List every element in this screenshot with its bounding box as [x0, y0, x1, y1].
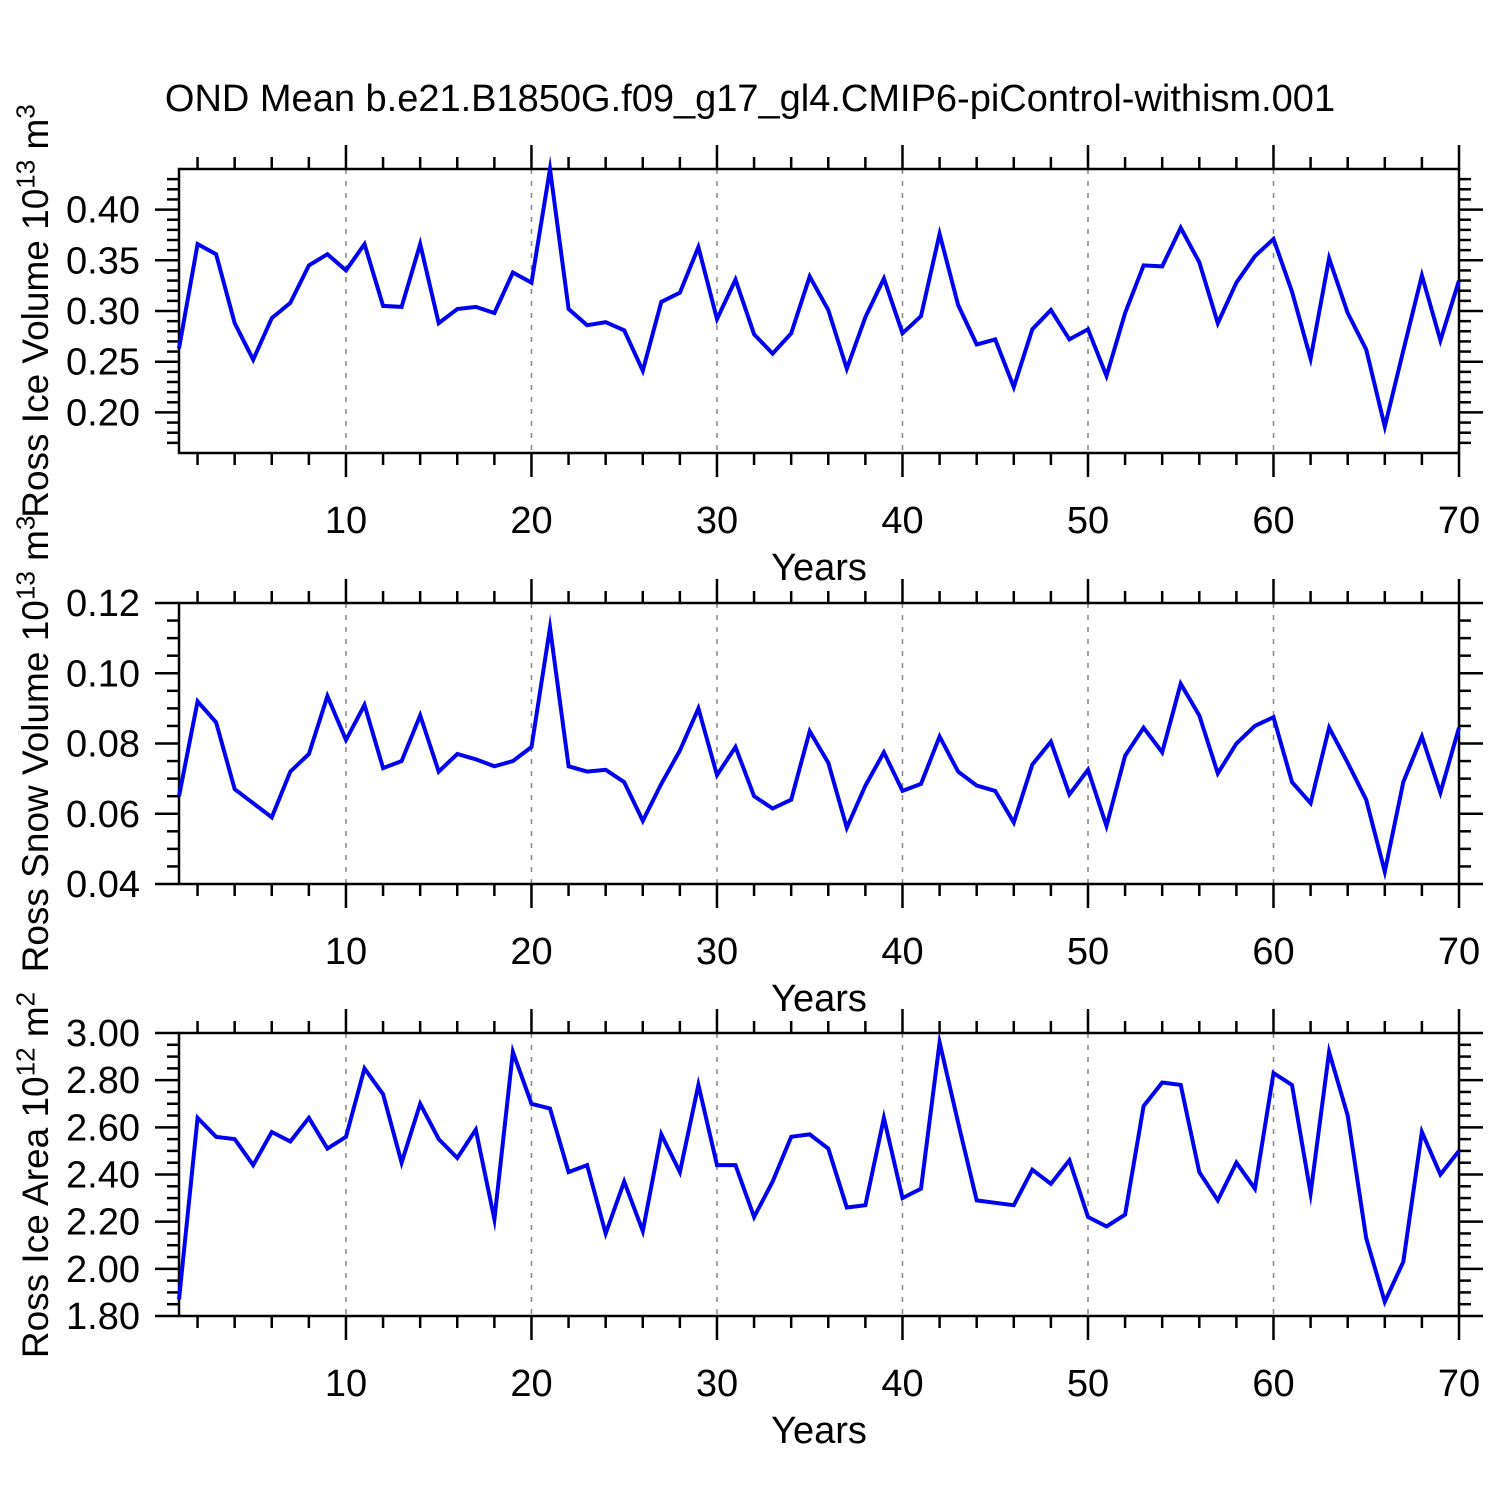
panel3-ytick-label: 2.40: [66, 1155, 140, 1197]
panel1-frame: [177, 167, 1461, 455]
panel1-ylabel: Ross Ice Volume 1013 m3: [10, 76, 59, 546]
panel2-data-line: [177, 613, 1461, 881]
panel2-ytick-label: 0.12: [66, 583, 140, 625]
panel1-ytick-label: 0.25: [66, 342, 140, 384]
panel3-xtick-label: 50: [1067, 1363, 1109, 1405]
panel2-xtick-label: 60: [1252, 931, 1294, 973]
panel3-xtick-label: 60: [1252, 1363, 1294, 1405]
panel2-xtick-label: 40: [881, 931, 923, 973]
panel3-ytick-label: 2.00: [66, 1249, 140, 1291]
panel2-ylabel-text: Ross Snow Volume 1013 m3: [10, 515, 56, 973]
panel1-ylabel-text: Ross Ice Volume 1013 m3: [10, 104, 56, 518]
panel3-xtick-label: 10: [325, 1363, 367, 1405]
figure-title: OND Mean b.e21.B1850G.f09_g17_gl4.CMIP6-…: [164, 78, 1336, 120]
panel1-xtick-label: 10: [325, 500, 367, 542]
panel3-xlabel: Years: [771, 1410, 867, 1452]
panel1-xlabel: Years: [771, 547, 867, 589]
panel1-xtick-label: 70: [1438, 500, 1480, 542]
panel2-xtick-label: 50: [1067, 931, 1109, 973]
panel1-xtick-label: 40: [881, 500, 923, 542]
panel1-xtick-label: 20: [510, 500, 552, 542]
panel1-ytick-label: 0.35: [66, 240, 140, 282]
panel2-xlabel: Years: [771, 978, 867, 1020]
panel2-ytick-label: 0.04: [66, 864, 140, 906]
panel3-xtick-label: 40: [881, 1363, 923, 1405]
panel2-ytick-label: 0.08: [66, 724, 140, 766]
panel2-xtick-label: 20: [510, 931, 552, 973]
panel3-xtick-label: 20: [510, 1363, 552, 1405]
panel3-ylabel-text: Ross Ice Area 1012 m2: [10, 991, 56, 1359]
panel2-xtick-label: 70: [1438, 931, 1480, 973]
panel3-xtick-label: 30: [696, 1363, 738, 1405]
panel2-xtick-label: 30: [696, 931, 738, 973]
panel3-ytick-label: 1.80: [66, 1296, 140, 1338]
panel3-ytick-label: 3.00: [66, 1013, 140, 1055]
panel3-ytick-label: 2.20: [66, 1202, 140, 1244]
panel1-ytick-label: 0.40: [66, 190, 140, 232]
panel3-ylabel: Ross Ice Area 1012 m2: [10, 940, 59, 1410]
panel1-data-line: [177, 155, 1461, 436]
panel1-xtick-label: 30: [696, 500, 738, 542]
panel3-xtick-label: 70: [1438, 1363, 1480, 1405]
panel3-ytick-label: 2.60: [66, 1107, 140, 1149]
panel3-data-line: [177, 1031, 1461, 1308]
panel3-ytick-label: 2.80: [66, 1060, 140, 1102]
panel1-xtick-label: 60: [1252, 500, 1294, 542]
panel1-xtick-label: 50: [1067, 500, 1109, 542]
panel2-ylabel: Ross Snow Volume 1013 m3: [10, 509, 59, 979]
panel2-ytick-label: 0.10: [66, 653, 140, 695]
panel2-xtick-label: 10: [325, 931, 367, 973]
panel1-ytick-label: 0.20: [66, 392, 140, 434]
panel1-ytick-label: 0.30: [66, 291, 140, 333]
panel2-ytick-label: 0.06: [66, 794, 140, 836]
